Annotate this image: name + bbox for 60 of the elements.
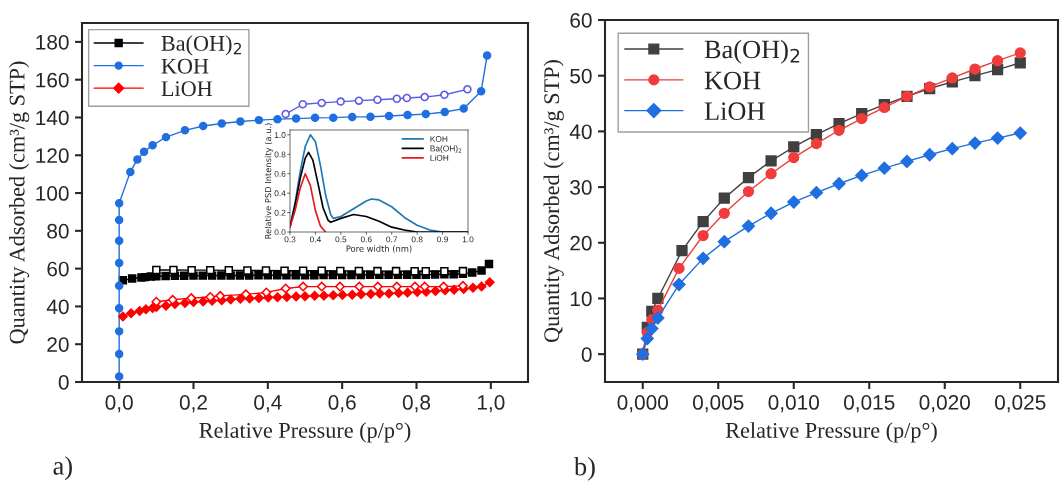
y-tick-label: 20 — [47, 337, 69, 352]
x-tick-label: 0.3 — [284, 236, 296, 243]
y-tick-label: 140 — [36, 110, 69, 126]
y-tick-label: 0.4 — [274, 190, 286, 197]
y-tick-label: 0.8 — [274, 151, 286, 158]
x-tick-label: 0,2 — [179, 395, 207, 413]
y-tick-label: 60 — [570, 13, 592, 28]
y-axis-title: Relative PSD Intensity (a.u.) — [264, 123, 273, 239]
x-tick-label: 1.0 — [462, 236, 474, 243]
legend-label: Ba(OH)$_{2}$ — [161, 35, 242, 56]
y-axis-title: Quantity Adsorbed (cm³/g STP) — [543, 60, 564, 342]
y-tick-label: 160 — [36, 72, 69, 88]
y-tick-label: 30 — [570, 180, 592, 195]
text: a) — [53, 456, 72, 481]
y-tick-label: 1.0 — [274, 132, 286, 138]
x-tick-label: 0,015 — [844, 395, 895, 413]
x-axis-title: Relative Pressure (p/p°) — [199, 422, 411, 443]
y-tick-label: 10 — [570, 291, 592, 307]
y-tick-label: 40 — [46, 299, 69, 315]
y-tick-label: 100 — [36, 186, 69, 201]
y-axis-title: Quantity Adsorbed (cm³/g STP) — [8, 61, 30, 344]
legend-label: KOH — [704, 71, 761, 90]
x-tick-label: 0,6 — [328, 395, 356, 413]
legend-label: KOH — [430, 136, 448, 142]
x-tick-label: 0,010 — [768, 395, 819, 413]
y-tick-label: 20 — [570, 235, 592, 251]
x-tick-label: 1,0 — [477, 395, 505, 413]
y-tick-label: 0.0 — [274, 229, 286, 236]
y-tick-label: 0 — [581, 347, 592, 362]
legend-label: KOH — [161, 58, 209, 74]
legend-label: LiOH — [704, 102, 765, 121]
x-tick-label: 0.9 — [437, 236, 448, 243]
y-tick-label: 0 — [58, 375, 69, 390]
y-tick-label: 120 — [36, 148, 69, 164]
legend-label: LiOH — [161, 81, 213, 97]
legend-label: Ba(OH)$_{2}$ — [704, 39, 800, 64]
y-tick-label: 0.2 — [274, 209, 286, 216]
x-tick-label: 0.4 — [309, 236, 321, 243]
x-tick-label: 0,005 — [693, 395, 744, 413]
legend-label: Ba(OH)$_{2}$ — [430, 145, 462, 154]
x-tick-label: 0.6 — [360, 236, 372, 243]
x-tick-label: 0,020 — [919, 395, 970, 413]
x-tick-label: 0.8 — [411, 236, 423, 243]
x-tick-label: 0,000 — [617, 395, 668, 413]
y-tick-label: 60 — [47, 261, 69, 277]
x-tick-label: 0,0 — [105, 395, 133, 413]
x-tick-label: 0.7 — [386, 236, 398, 243]
x-tick-label: 0.5 — [335, 236, 347, 243]
x-axis-title: Pore width (nm) — [346, 245, 412, 253]
text: b) — [573, 456, 595, 481]
y-tick-label: 40 — [569, 124, 592, 140]
y-tick-label: 0.6 — [274, 170, 286, 177]
y-tick-label: 180 — [36, 34, 69, 50]
y-tick-label: 50 — [570, 68, 592, 84]
x-tick-label: 0,8 — [402, 395, 431, 413]
y-tick-label: 80 — [47, 223, 69, 239]
x-axis-title: Relative Pressure (p/p°) — [725, 422, 937, 443]
legend-label: LiOH — [430, 154, 449, 161]
x-tick-label: 0,025 — [995, 395, 1046, 413]
x-tick-label: 0,4 — [254, 395, 282, 413]
